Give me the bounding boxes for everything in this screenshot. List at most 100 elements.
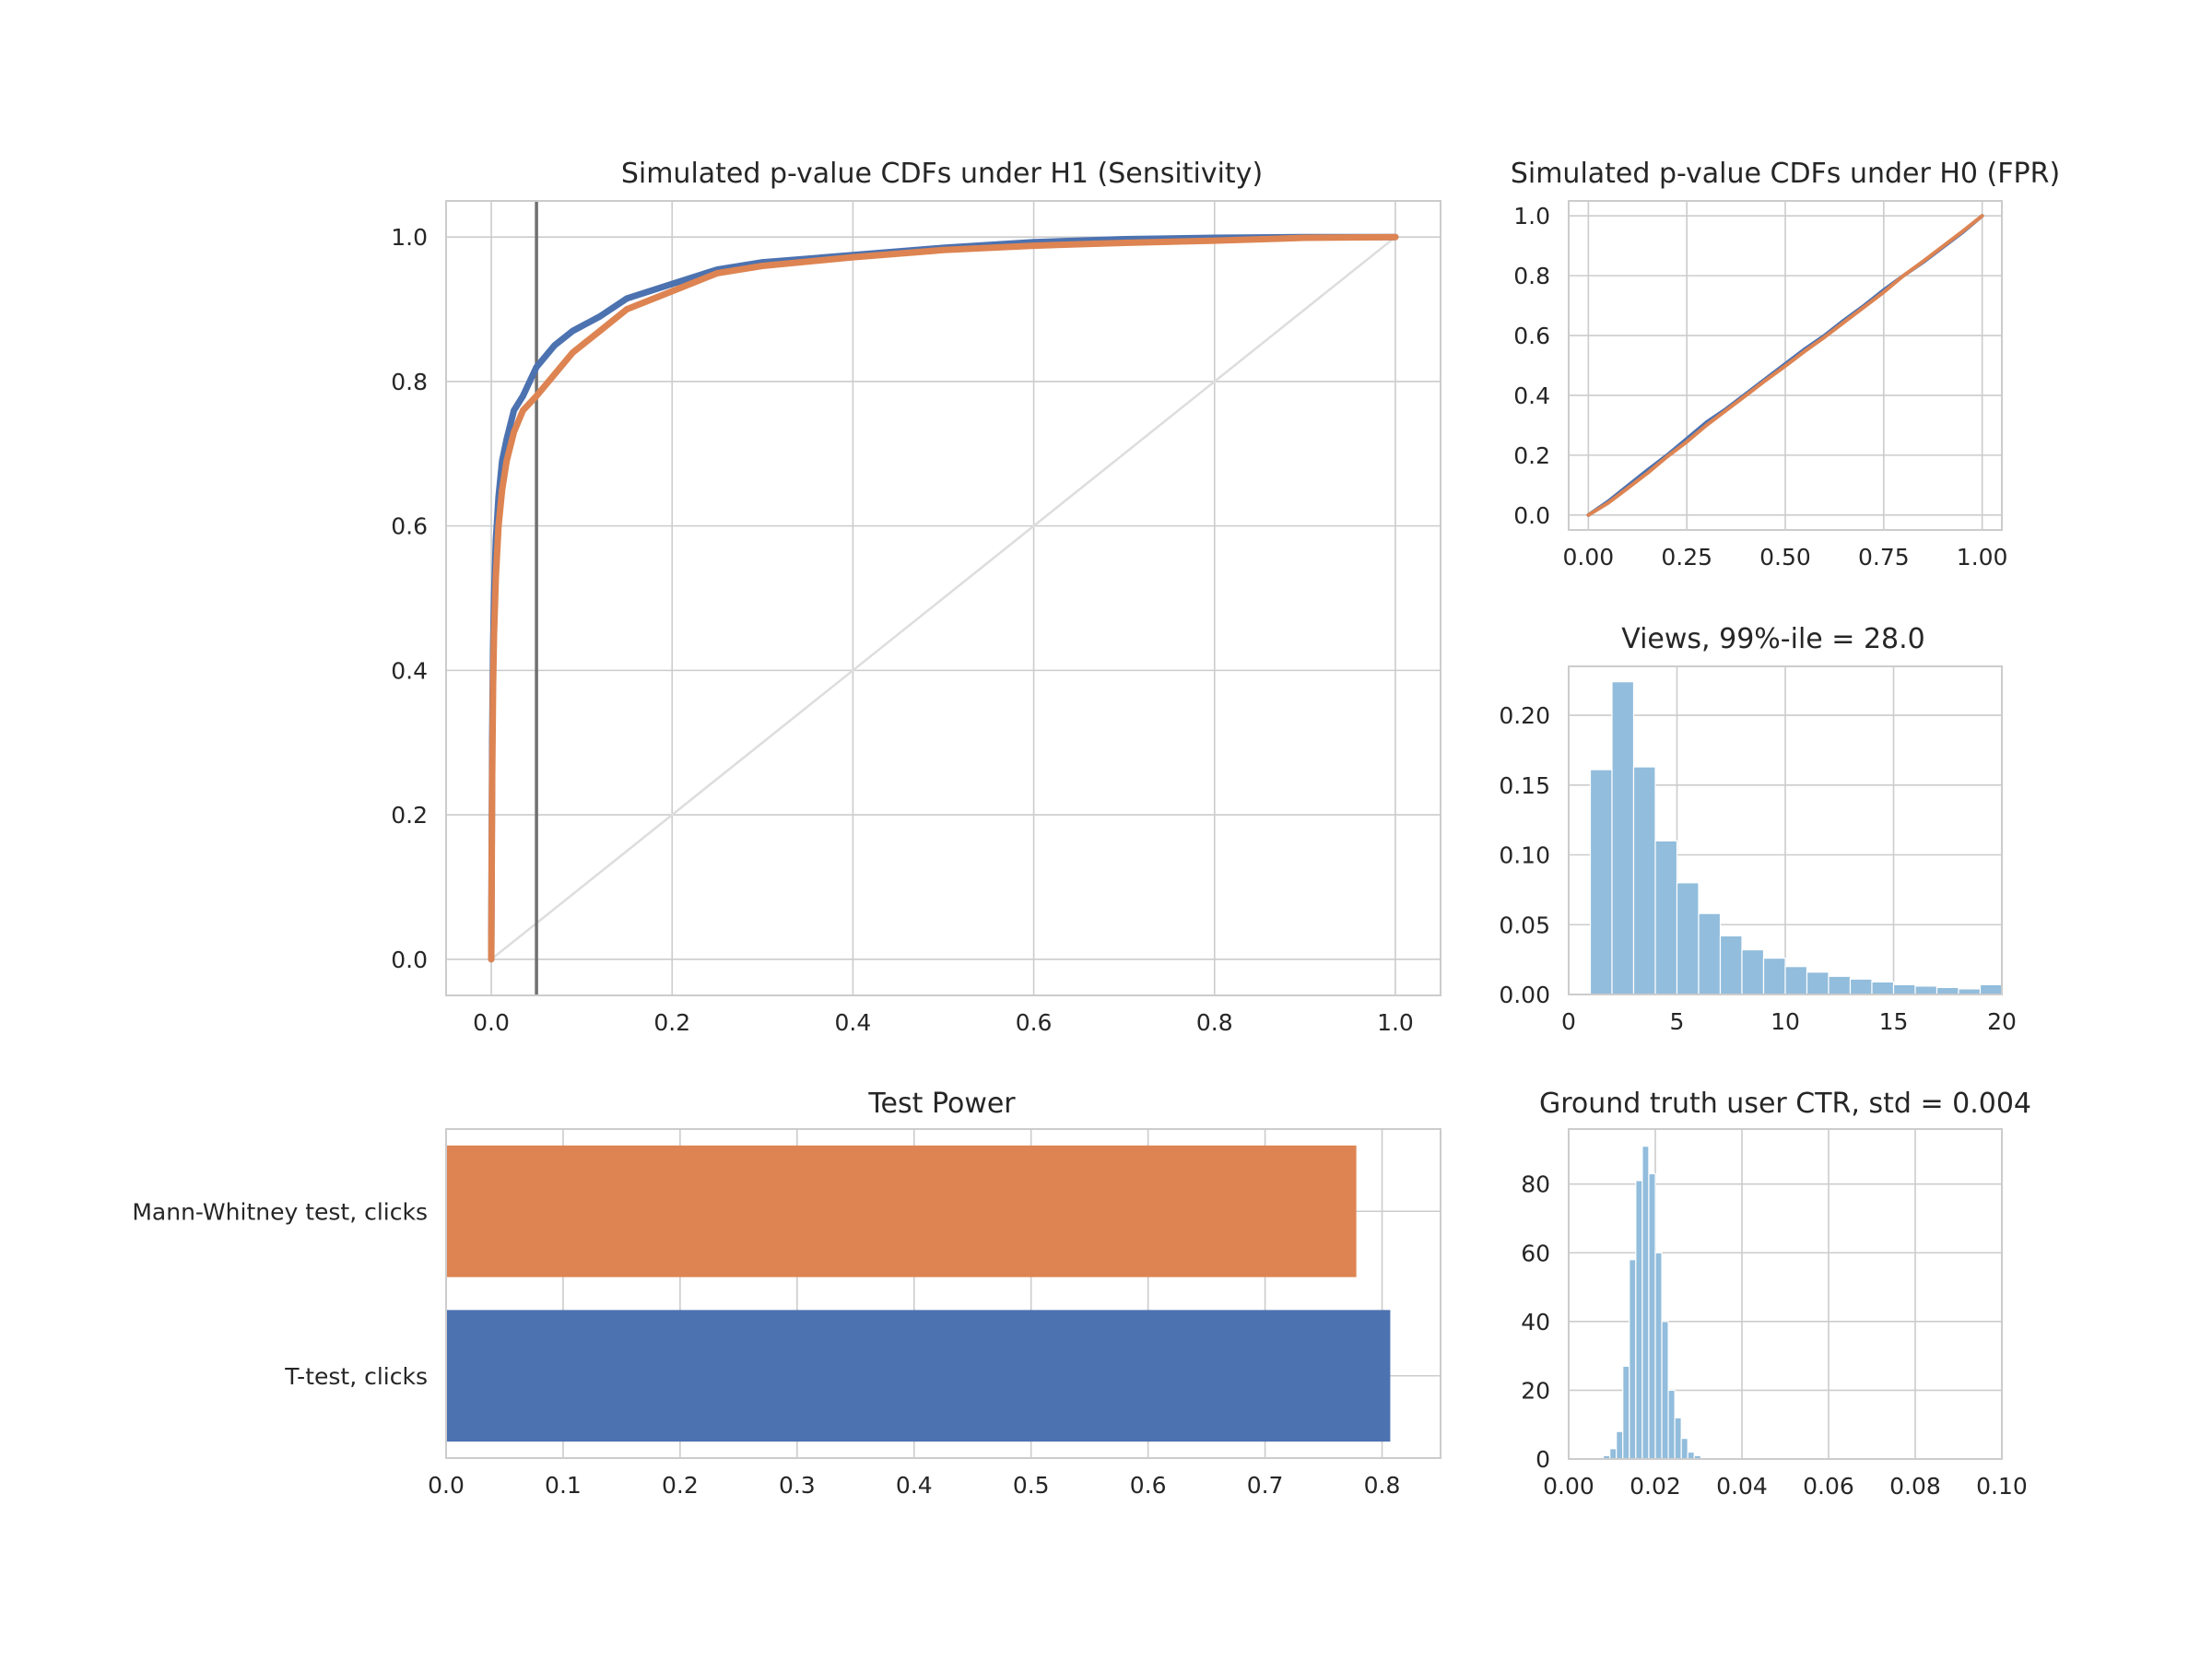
fpr-x-tick: 0.50 bbox=[1759, 544, 1811, 571]
ctr-histogram-bar bbox=[1687, 1451, 1695, 1460]
views-y-tick: 0.15 bbox=[1499, 772, 1550, 799]
ctr-histogram-bar bbox=[1616, 1430, 1624, 1460]
views-histogram-bar bbox=[1784, 966, 1808, 995]
sensitivity-x-tick: 0.0 bbox=[473, 1009, 510, 1036]
ctr-histogram-bar bbox=[1609, 1448, 1618, 1460]
ctr-frame bbox=[1568, 1128, 2003, 1460]
sensitivity-y-tick: 0.2 bbox=[391, 802, 428, 829]
views-histogram-bar bbox=[1828, 975, 1852, 995]
sensitivity-x-ticks: 0.0 0.2 0.4 0.6 0.8 1.0 bbox=[473, 1009, 1414, 1036]
t-test-bar bbox=[446, 1310, 1391, 1442]
ctr-y-ticks: 0 20 40 60 80 bbox=[1521, 1171, 1550, 1473]
views-y-ticks: 0.00 0.05 0.10 0.15 0.20 bbox=[1499, 702, 1550, 1008]
power-x-tick: 0.3 bbox=[779, 1472, 816, 1499]
views-histogram-bar bbox=[1806, 971, 1830, 995]
sensitivity-orange-cdf-line bbox=[488, 233, 1399, 963]
views-histogram-bar bbox=[1654, 840, 1678, 995]
diagonal-reference-line bbox=[490, 236, 1396, 960]
views-histogram-bar bbox=[1849, 978, 1873, 995]
ctr-x-tick: 0.00 bbox=[1543, 1473, 1594, 1500]
views-histogram-bar bbox=[1741, 948, 1765, 995]
ctr-histogram-bar bbox=[1635, 1180, 1643, 1460]
views-x-tick: 10 bbox=[1771, 1008, 1800, 1035]
fpr-y-tick: 0.0 bbox=[1513, 502, 1550, 529]
power-x-tick: 0.5 bbox=[1013, 1472, 1050, 1499]
views-frame bbox=[1568, 665, 2003, 995]
ctr-histogram-bar bbox=[1680, 1438, 1688, 1460]
ctr-histogram-bar bbox=[1641, 1146, 1650, 1460]
fpr-plot bbox=[1586, 214, 1984, 517]
fpr-panel: Simulated p-value CDFs under H0 (FPR) 0.… bbox=[1511, 158, 2060, 571]
views-title: Views, 99%-ile = 28.0 bbox=[1621, 623, 1925, 655]
sensitivity-x-tick: 0.8 bbox=[1196, 1009, 1233, 1036]
fpr-y-tick: 0.4 bbox=[1513, 382, 1550, 409]
sensitivity-title: Simulated p-value CDFs under H1 (Sensiti… bbox=[621, 158, 1263, 190]
views-y-tick: 0.05 bbox=[1499, 912, 1550, 938]
ctr-histogram-bar bbox=[1667, 1389, 1676, 1460]
fpr-y-tick: 0.2 bbox=[1513, 442, 1550, 469]
views-y-tick: 0.00 bbox=[1499, 982, 1550, 1008]
ctr-x-tick: 0.04 bbox=[1716, 1473, 1768, 1500]
views-histogram-bar bbox=[1698, 912, 1722, 995]
views-histogram-bar bbox=[1762, 958, 1786, 995]
ctr-histogram-bar bbox=[1674, 1417, 1682, 1460]
power-y-ticks: Mann-Whitney test, clicks T-test, clicks bbox=[132, 1198, 428, 1390]
views-histogram-bar bbox=[1892, 983, 1916, 995]
views-histogram-bar bbox=[1676, 882, 1700, 995]
ctr-title: Ground truth user CTR, std = 0.004 bbox=[1539, 1088, 2031, 1120]
views-histogram-bar bbox=[1589, 769, 1613, 995]
fpr-y-tick: 0.8 bbox=[1513, 263, 1550, 289]
power-panel: Test Power 0.0 0.1 0.2 0.3 0.4 0.5 0.6 0… bbox=[132, 1088, 1441, 1499]
ctr-histogram-bar bbox=[1648, 1172, 1656, 1460]
views-histogram-bar bbox=[1936, 986, 1959, 995]
power-category-label: T-test, clicks bbox=[284, 1363, 428, 1390]
ctr-y-tick: 0 bbox=[1535, 1446, 1550, 1473]
ctr-histogram-bar bbox=[1629, 1259, 1637, 1460]
ctr-x-ticks: 0.00 0.02 0.04 0.06 0.08 0.10 bbox=[1543, 1473, 2028, 1500]
sensitivity-x-tick: 0.2 bbox=[653, 1009, 690, 1036]
ctr-x-tick: 0.10 bbox=[1976, 1473, 2028, 1500]
power-x-tick: 0.8 bbox=[1364, 1472, 1401, 1499]
ctr-x-tick: 0.06 bbox=[1803, 1473, 1854, 1500]
fpr-title: Simulated p-value CDFs under H0 (FPR) bbox=[1511, 158, 2060, 190]
sensitivity-plot bbox=[488, 201, 1399, 995]
fpr-orange-cdf-line bbox=[1586, 214, 1984, 517]
ctr-panel: Ground truth user CTR, std = 0.004 0.00 … bbox=[1521, 1088, 2031, 1500]
ctr-y-tick: 40 bbox=[1521, 1309, 1550, 1335]
power-x-tick: 0.6 bbox=[1130, 1472, 1167, 1499]
views-histogram-bar bbox=[1632, 766, 1656, 995]
fpr-y-ticks: 0.0 0.2 0.4 0.6 0.8 1.0 bbox=[1513, 203, 1550, 529]
views-y-tick: 0.20 bbox=[1499, 702, 1550, 729]
sensitivity-frame bbox=[445, 200, 1441, 996]
sensitivity-x-tick: 0.6 bbox=[1016, 1009, 1053, 1036]
views-x-tick: 0 bbox=[1561, 1008, 1576, 1035]
fpr-x-tick: 0.75 bbox=[1858, 544, 1910, 571]
views-y-tick: 0.10 bbox=[1499, 842, 1550, 869]
views-histogram-bar bbox=[1611, 681, 1635, 995]
power-x-tick: 0.1 bbox=[545, 1472, 582, 1499]
views-x-tick: 5 bbox=[1670, 1008, 1685, 1035]
views-plot bbox=[1589, 681, 2003, 995]
sensitivity-y-tick: 0.4 bbox=[391, 657, 428, 684]
views-x-ticks: 0 5 10 15 20 bbox=[1561, 1008, 2017, 1035]
sensitivity-panel: Simulated p-value CDFs under H1 (Sensiti… bbox=[391, 158, 1441, 1036]
power-x-tick: 0.7 bbox=[1247, 1472, 1284, 1499]
views-histogram-bar bbox=[1979, 983, 2003, 995]
views-x-tick: 15 bbox=[1879, 1008, 1909, 1035]
mann-whitney-bar bbox=[446, 1145, 1357, 1277]
sensitivity-grid bbox=[446, 201, 1441, 995]
fpr-frame bbox=[1568, 200, 2003, 531]
ctr-x-tick: 0.02 bbox=[1630, 1473, 1681, 1500]
ctr-y-tick: 80 bbox=[1521, 1171, 1550, 1198]
sensitivity-x-tick: 1.0 bbox=[1377, 1009, 1414, 1036]
power-category-label: Mann-Whitney test, clicks bbox=[132, 1198, 428, 1225]
sensitivity-y-ticks: 0.0 0.2 0.4 0.6 0.8 1.0 bbox=[391, 224, 428, 973]
power-x-tick: 0.4 bbox=[896, 1472, 933, 1499]
ctr-histogram-bar bbox=[1654, 1252, 1663, 1460]
fpr-y-tick: 1.0 bbox=[1513, 203, 1550, 229]
sensitivity-y-tick: 0.0 bbox=[391, 947, 428, 973]
views-panel: Views, 99%-ile = 28.0 0 5 10 15 20 0.00 … bbox=[1499, 623, 2017, 1035]
power-plot bbox=[446, 1145, 1391, 1442]
power-title: Test Power bbox=[867, 1088, 1016, 1120]
